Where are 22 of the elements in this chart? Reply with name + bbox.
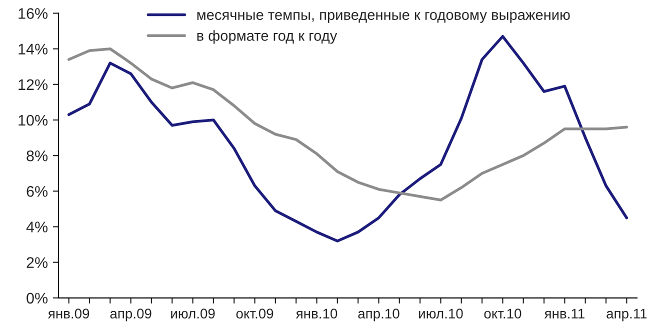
legend-label: месячные темпы, приведенные к годовому выражению xyxy=(197,12,570,23)
x-tick-label: апр.11 xyxy=(606,308,647,322)
x-tick-label: июл.10 xyxy=(419,308,463,319)
x-tick-label: апр.10 xyxy=(358,308,400,322)
y-tick-label: 0% xyxy=(26,292,48,304)
x-tick-label: янв.11 xyxy=(544,308,584,318)
legend-label: в формате год к году xyxy=(197,30,338,44)
y-tick-label: 2% xyxy=(26,257,48,268)
y-tick-label: 10% xyxy=(18,114,48,126)
line-series xyxy=(67,47,628,202)
x-tick-label: июл.09 xyxy=(171,308,215,319)
y-tick-label: 8% xyxy=(26,150,48,162)
x-tick-label: окт.10 xyxy=(484,308,522,319)
y-tick-label: 14% xyxy=(18,44,48,54)
x-tick-label: янв.10 xyxy=(296,308,338,319)
y-tick-label: 16% xyxy=(18,8,48,19)
x-tick-label: окт.09 xyxy=(236,308,274,319)
x-tick-label: янв.09 xyxy=(48,308,90,319)
y-tick-label: 12% xyxy=(18,79,48,90)
y-tick-label: 4% xyxy=(26,222,48,232)
y-tick-label: 6% xyxy=(26,186,48,197)
x-tick-label: апр.09 xyxy=(110,308,152,322)
